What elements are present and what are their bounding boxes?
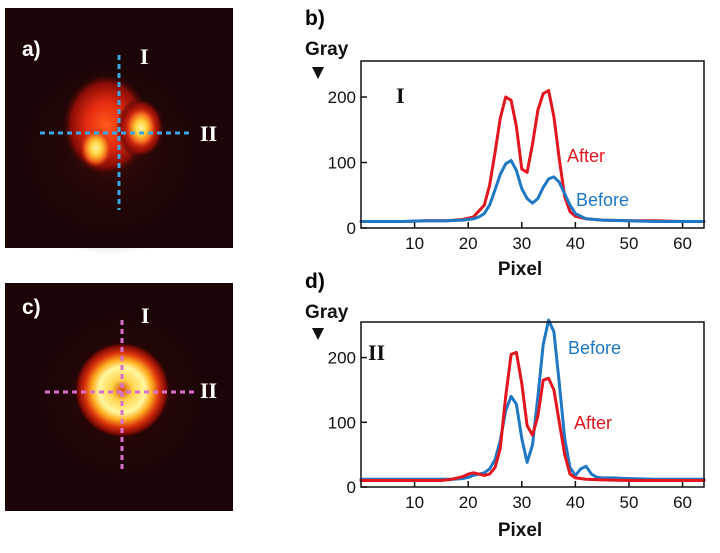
- y-tick-label-b-100: 100: [328, 154, 356, 173]
- x-tick-label-d-40: 40: [566, 493, 585, 512]
- image-a-hot-right: [125, 107, 157, 149]
- x-tick-label-d-60: 60: [673, 493, 692, 512]
- y-axis-arrow-icon-b: [312, 67, 324, 79]
- chart-d: d) Gray II 10 20 30 40 50 60 0 100 200 Before Aft…: [305, 270, 706, 541]
- plot-frame-b: [360, 60, 705, 229]
- y-axis-arrow-icon-d: [312, 328, 324, 340]
- series-label-before-b: Before: [576, 190, 629, 210]
- profile-label-d: II: [368, 340, 385, 365]
- x-tick-label-b-50: 50: [620, 234, 639, 253]
- y-axis-label-d: Gray: [305, 302, 349, 323]
- series-line-after-d: [359, 350, 706, 482]
- x-tick-label-b-30: 30: [512, 234, 531, 253]
- series-line-before-d: [359, 318, 706, 481]
- x-tick-label-d-20: 20: [459, 493, 478, 512]
- y-tick-label-d-100: 100: [328, 413, 356, 432]
- cut-label-ii-a: II: [200, 121, 217, 146]
- panel-label-d: d): [305, 270, 325, 293]
- image-panel-c: c) I II: [5, 283, 233, 511]
- y-axis-label-b: Gray: [305, 39, 349, 60]
- series-line-before-b: [359, 159, 706, 223]
- series-label-before-d: Before: [568, 338, 621, 358]
- series-label-after-d: After: [574, 413, 612, 433]
- x-tick-label-d-30: 30: [512, 493, 531, 512]
- x-tick-label-d-50: 50: [620, 493, 639, 512]
- image-a-hot-left: [80, 128, 112, 168]
- x-tick-label-b-40: 40: [566, 234, 585, 253]
- series-label-after-b: After: [567, 146, 605, 166]
- profile-label-b: I: [396, 83, 405, 108]
- image-panel-a: a) I II: [5, 8, 233, 255]
- image-c-ring: [74, 342, 170, 438]
- x-tick-label-b-60: 60: [673, 234, 692, 253]
- panel-label-c: c): [22, 296, 41, 319]
- x-axis-label-d: Pixel: [498, 520, 542, 541]
- y-tick-label-d-200: 200: [328, 349, 356, 368]
- x-tick-label-b-20: 20: [459, 234, 478, 253]
- cut-label-i-a: I: [140, 44, 149, 69]
- y-tick-label-b-0: 0: [347, 219, 356, 238]
- plot-frame-d: [360, 321, 705, 488]
- y-tick-label-d-0: 0: [347, 478, 356, 497]
- cut-label-ii-c: II: [200, 378, 217, 403]
- x-axis-label-b: Pixel: [498, 259, 542, 280]
- y-tick-label-b-200: 200: [328, 88, 356, 107]
- panel-label-b: b): [305, 7, 325, 30]
- x-tick-label-b-10: 10: [405, 234, 424, 253]
- panel-label-a: a): [22, 38, 41, 61]
- x-tick-label-d-10: 10: [405, 493, 424, 512]
- cut-label-i-c: I: [141, 303, 150, 328]
- chart-b: b) Gray I 10 20 30 40 50 60 0 100 200 After Befor…: [305, 7, 706, 280]
